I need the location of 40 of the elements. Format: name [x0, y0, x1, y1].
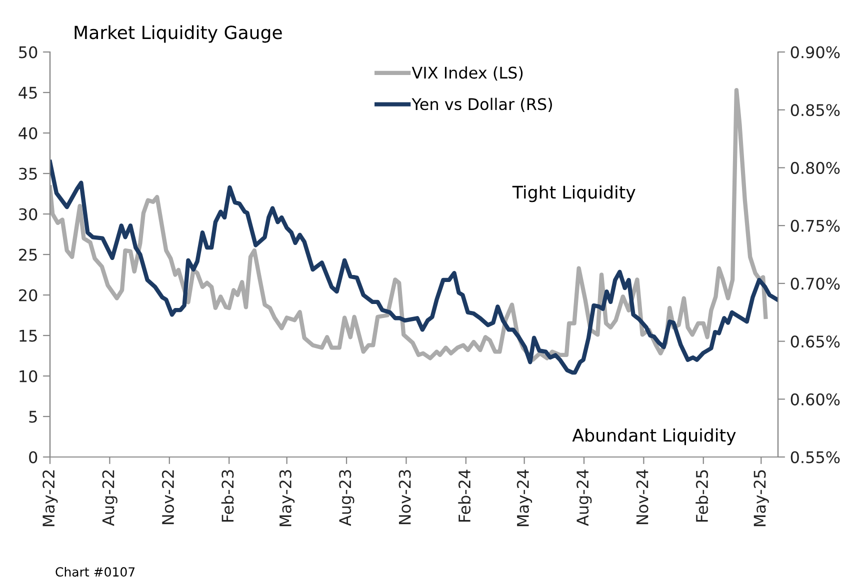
x-tick-label: May-22	[42, 470, 58, 526]
x-tick-label: May-24	[516, 470, 532, 526]
x-tick-label: Aug-23	[339, 470, 354, 526]
y-tick-label: 5	[29, 410, 37, 423]
x-tick-label: Aug-22	[102, 470, 118, 526]
y-tick-label: 15	[20, 330, 37, 342]
line-series	[50, 88, 768, 362]
x-tick-label: Nov-24	[636, 470, 648, 524]
legend-label: VIX Index (LS)	[412, 66, 523, 81]
line-series	[50, 160, 778, 375]
y-tick-label: 20	[19, 289, 38, 302]
y-tick-label: 45	[18, 86, 37, 99]
x-tick-label: Nov-22	[162, 470, 174, 524]
y-tick-label: 40	[18, 127, 38, 140]
x-tick-label: Aug-24	[576, 470, 592, 526]
text: Chart #0107	[56, 566, 135, 577]
x-tick-label: May-23	[279, 470, 295, 526]
y-tick-label: 0	[29, 451, 38, 464]
x-tick-label: Nov-23	[398, 470, 411, 524]
y-tick-label: 35	[19, 168, 37, 180]
annotation: Abundant Liquidity	[572, 428, 736, 446]
y2-tick-label: 0.70%	[790, 278, 840, 290]
legend-label: Yen vs Dollar (RS)	[412, 98, 552, 112]
x-tick-label: Feb-24	[458, 470, 471, 522]
y2-tick-label: 0.85%	[790, 104, 840, 116]
x-tick-label: Feb-25	[696, 470, 708, 522]
y2-tick-label: 0.90%	[790, 46, 840, 58]
y-tick-label: 25	[19, 248, 37, 261]
x-tick-label: May-25	[754, 470, 769, 526]
y2-tick-label: 0.55%	[790, 451, 840, 464]
y2-tick-label: 0.80%	[790, 162, 840, 174]
y2-tick-label: 0.75%	[790, 220, 840, 232]
y-tick-label: 30	[19, 208, 38, 220]
y-tick-label: 10	[20, 370, 38, 382]
y-tick-label: 50	[19, 46, 38, 58]
y2-tick-label: 0.65%	[790, 336, 840, 348]
y2-tick-label: 0.60%	[790, 393, 840, 406]
x-tick-label: Feb-23	[221, 470, 234, 522]
annotation: Tight Liquidity	[512, 185, 636, 202]
chart-title: Market Liquidity Gauge	[74, 25, 282, 43]
